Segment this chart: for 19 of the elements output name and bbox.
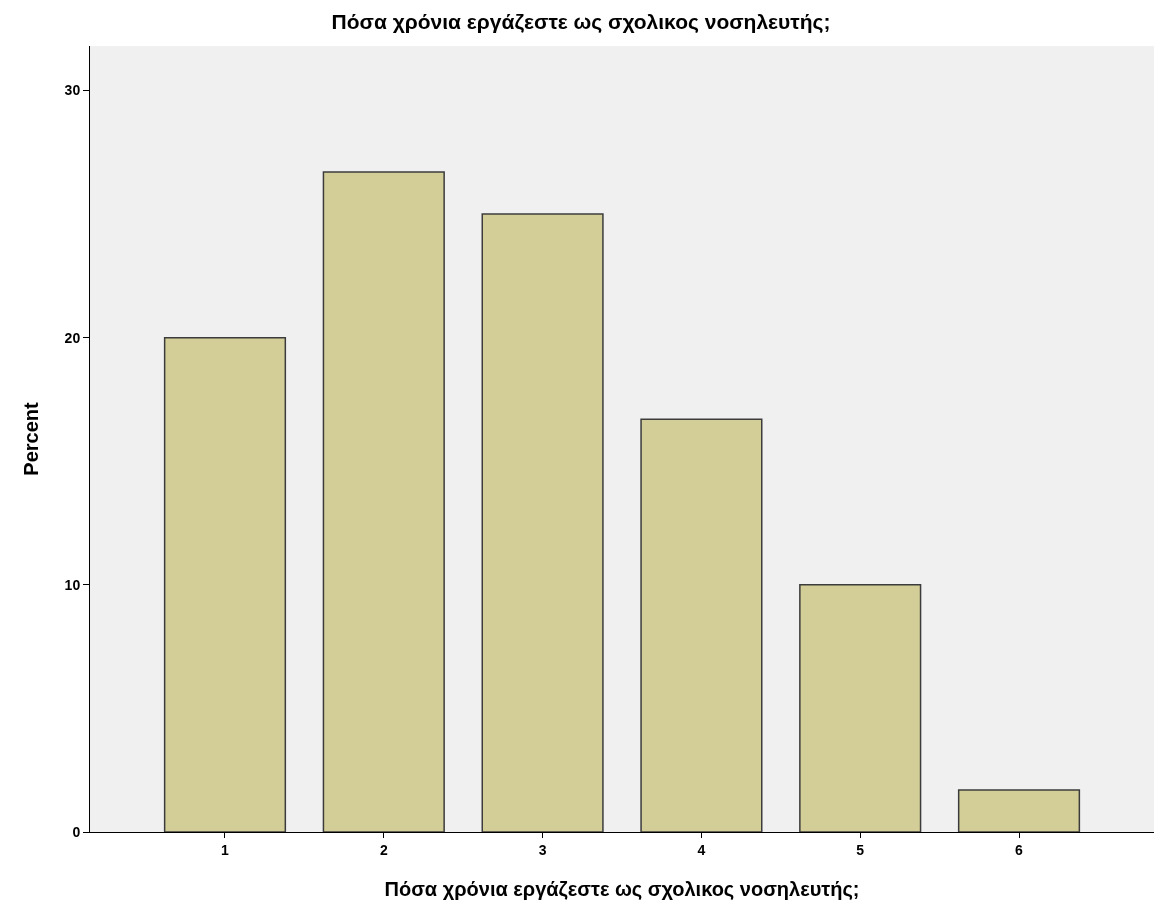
y-tick-label: 0 [72, 823, 81, 840]
bar [957, 789, 1081, 832]
bar [799, 584, 922, 832]
bar [322, 171, 445, 832]
x-tick-label: 4 [697, 841, 706, 858]
x-tick-label: 6 [1015, 841, 1024, 858]
x-tick-label: 5 [856, 841, 865, 858]
y-tick-label: 10 [64, 576, 81, 593]
x-tick-label: 3 [538, 841, 547, 858]
bar [640, 418, 763, 832]
bar [481, 213, 604, 832]
y-axis-title: Percent [20, 401, 43, 476]
y-tick-label: 30 [64, 82, 81, 99]
bar [163, 336, 287, 832]
chart-title: Πόσα χρόνια εργάζεστε ως σχολικος νοσηλευτής; [331, 9, 831, 34]
x-tick-label: 1 [221, 841, 230, 858]
x-tick-label: 2 [379, 841, 388, 858]
x-axis-title: Πόσα χρόνια εργάζεστε ως σχολικος νοσηλευτής; [384, 878, 860, 901]
y-tick-label: 20 [64, 329, 81, 346]
